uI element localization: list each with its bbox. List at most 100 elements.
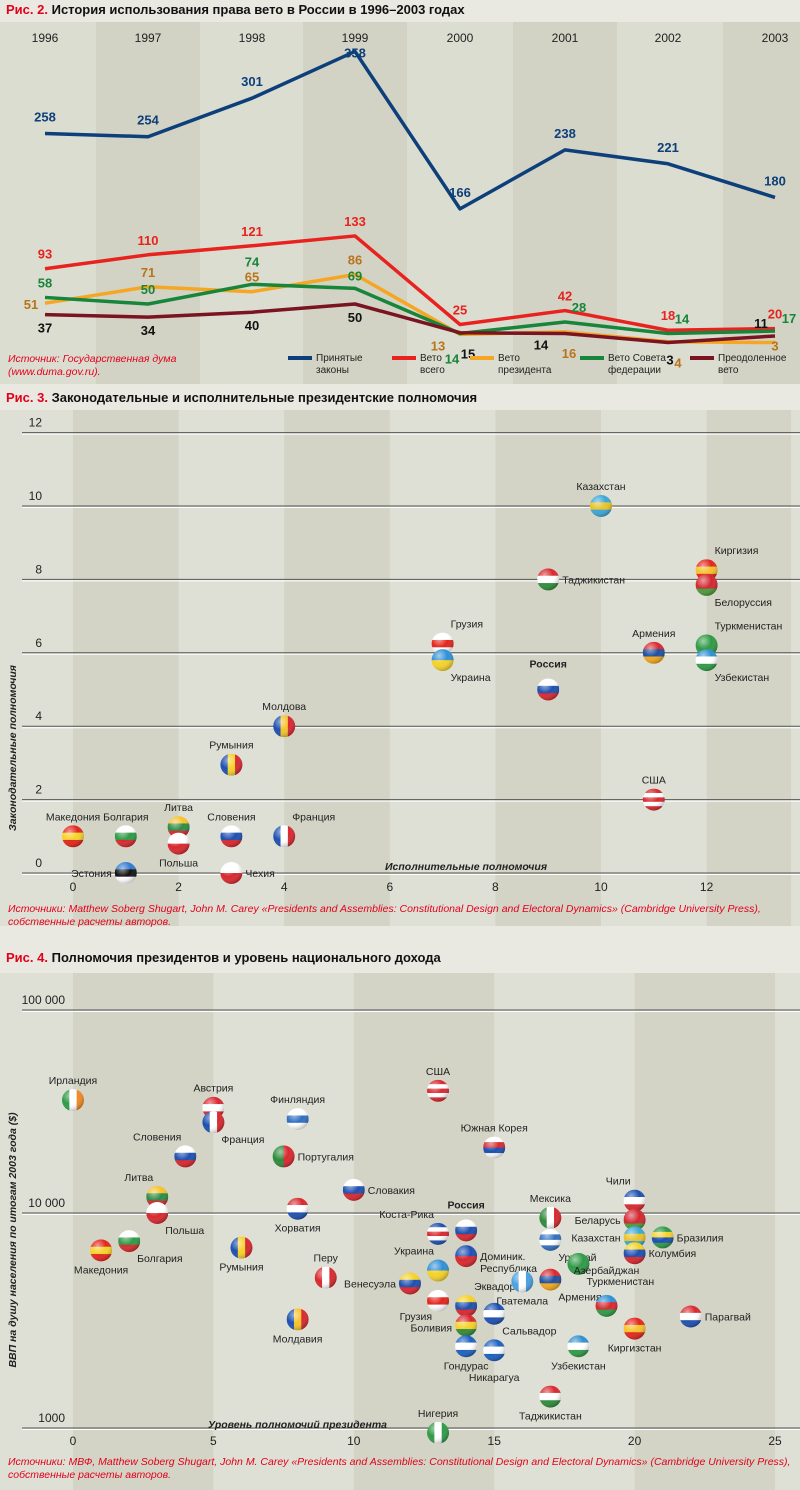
data-label: 221 (657, 140, 679, 155)
x-tick-label: 1999 (342, 31, 369, 45)
x-tick-label: 4 (281, 880, 288, 894)
flag-icon (62, 825, 84, 848)
point-label: Румыния (219, 1262, 263, 1274)
data-point: Казахстан (571, 1226, 646, 1249)
flag-icon (567, 1335, 590, 1358)
data-point: Туркменистан (567, 1252, 654, 1288)
column-band (495, 410, 601, 926)
x-tick-label: 25 (768, 1434, 782, 1448)
flag-icon (314, 1266, 337, 1289)
point-label: Болгария (137, 1253, 182, 1265)
legend-item: Вето Совета федерации (580, 353, 666, 376)
point-label: Таджикистан (562, 574, 625, 586)
y-tick-label: 10 (29, 489, 43, 503)
point-label: Эквадор (474, 1281, 515, 1293)
point-label: Румыния (209, 740, 253, 752)
flag-icon (342, 1178, 365, 1201)
flag-icon (220, 825, 243, 848)
flag-icon (455, 1314, 478, 1337)
series-line (44, 49, 776, 211)
y-axis-label: Законодательные полномочия (7, 665, 19, 831)
data-label: 20 (768, 307, 782, 322)
data-label: 28 (572, 300, 586, 315)
legend-item: Вето президента (470, 353, 552, 376)
point-label: Словения (133, 1131, 181, 1143)
point-label: Австрия (193, 1083, 233, 1095)
point-label: Польша (159, 858, 198, 870)
point-label: Словакия (368, 1185, 415, 1197)
x-tick-label: 8 (492, 880, 499, 894)
data-point: Грузия (400, 1289, 450, 1323)
point-label: Перу (314, 1253, 339, 1265)
data-label: 11 (754, 316, 768, 331)
data-point: Никарагуа (469, 1339, 520, 1384)
flag-icon (427, 1289, 450, 1312)
data-point: Румыния (219, 1236, 264, 1274)
x-tick-label: 2003 (762, 31, 789, 45)
point-label: Парагвай (705, 1312, 751, 1324)
data-label: 14 (675, 312, 690, 327)
flag-icon (286, 1308, 309, 1331)
data-point: Болгария (118, 1230, 183, 1265)
data-point: Словения (207, 811, 256, 848)
point-label: Киргизия (715, 545, 759, 557)
data-label: 25 (453, 303, 467, 318)
x-tick-label: 2002 (655, 31, 682, 45)
point-label: Хорватия (275, 1223, 321, 1235)
point-label: Узбекистан (715, 672, 770, 684)
flag-icon (398, 1272, 421, 1295)
data-label: 74 (245, 254, 260, 269)
point-label: Португалия (298, 1151, 354, 1163)
data-point: Венесуэла (344, 1272, 421, 1295)
point-label: Армения (558, 1292, 601, 1304)
column-band (706, 410, 792, 926)
point-label: Финляндия (270, 1094, 325, 1106)
data-point: Таджикистан (519, 1385, 582, 1423)
data-label: 121 (241, 224, 263, 239)
legend-swatch (470, 356, 494, 360)
legend-item: Вето всего (392, 353, 445, 376)
data-point: Словения (133, 1131, 197, 1168)
point-label: Гватемала (496, 1296, 548, 1308)
column-band (303, 22, 407, 384)
data-point: Словакия (342, 1178, 415, 1201)
data-point: Литва (124, 1172, 169, 1208)
x-tick-label: 10 (347, 1434, 361, 1448)
legend-swatch (392, 356, 416, 360)
point-label: Франция (221, 1134, 264, 1146)
data-point: Гватемала (496, 1270, 548, 1308)
point-label: Коста-Рика (379, 1209, 434, 1221)
point-label: Эстония (71, 868, 112, 880)
data-point: Португалия (272, 1145, 354, 1168)
y-tick-label: 2 (35, 783, 42, 797)
data-point: Молдавия (273, 1308, 322, 1345)
flag-icon (273, 715, 296, 738)
x-axis-label: Исполнительные полномочия (385, 861, 547, 873)
flag-icon (511, 1270, 534, 1293)
flag-icon (623, 1317, 646, 1340)
point-label: Чехия (245, 868, 274, 880)
flag-icon (174, 1145, 197, 1168)
y-tick-label: 10 000 (28, 1196, 65, 1210)
data-label: 37 (38, 321, 52, 336)
flag-icon (623, 1189, 646, 1212)
data-label: 180 (764, 173, 786, 188)
data-point: Парагвай (679, 1305, 751, 1328)
point-label: Чили (606, 1176, 631, 1188)
column-band (723, 22, 800, 384)
column-band (96, 22, 200, 384)
y-tick-label: 12 (29, 416, 43, 430)
data-point: Македония (46, 811, 100, 848)
data-label: 18 (661, 308, 675, 323)
point-label: Венесуэла (344, 1278, 396, 1290)
data-point: Польша (159, 832, 198, 870)
x-axis-label: Уровень полномочий президента (208, 1419, 387, 1431)
flag-icon (427, 1222, 450, 1245)
point-label: Мексика (530, 1193, 571, 1205)
flag-icon (590, 495, 612, 517)
data-label: 17 (782, 311, 796, 326)
data-point: Нигерия (418, 1408, 458, 1444)
flag-icon (455, 1335, 478, 1358)
point-label: Армения (632, 628, 675, 640)
flag-icon (539, 1385, 562, 1408)
